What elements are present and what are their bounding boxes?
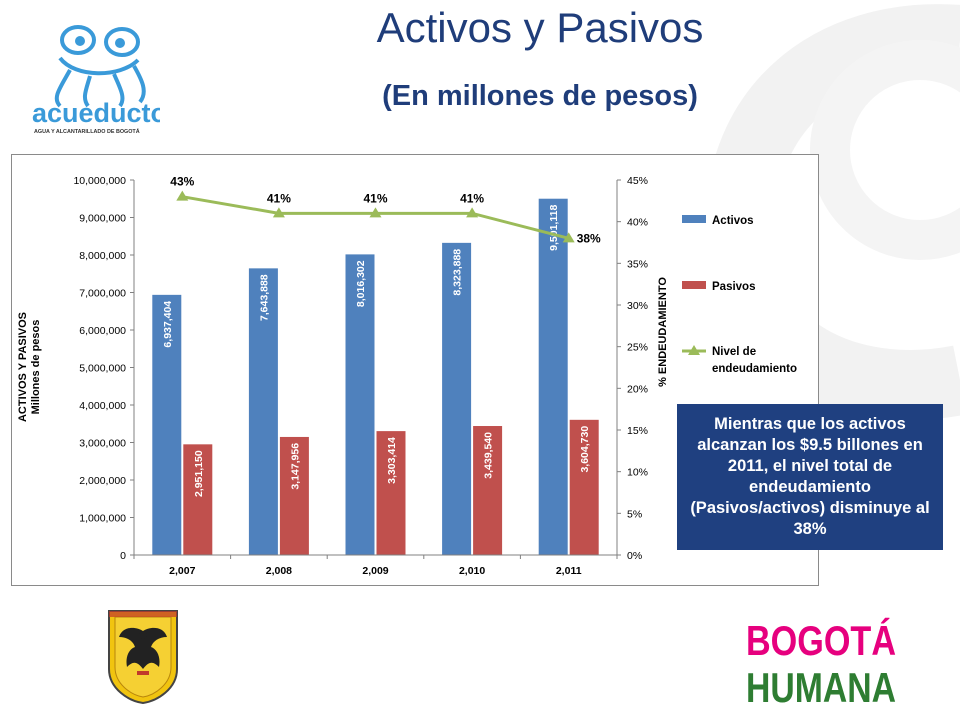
line-marker: [272, 207, 285, 218]
bar-activos: [152, 294, 182, 555]
y-tick-label: 0: [120, 550, 126, 562]
bogota-humana-logo: BOGOTÁ HUMANA: [742, 610, 904, 708]
page-title: Activos y Pasivos: [376, 4, 704, 51]
bar-pasivos: [473, 426, 503, 555]
legend-label-nivel-line2: endeudamiento: [712, 363, 797, 375]
assets-liabilities-chart: 0 1,000,000 2,000,000 3,000,000 4,000,000 5,0…: [17, 175, 797, 577]
bar-label-pasivos: 3,147,956: [289, 443, 301, 490]
bar-label-pasivos: 3,604,730: [579, 426, 591, 473]
bar-activos: [442, 242, 472, 556]
bar-label-activos: 8,323,888: [452, 249, 464, 296]
x-tick-label: 2,007: [169, 565, 195, 577]
legend-label-nivel-line1: Nivel de: [712, 346, 756, 358]
bar-label-pasivos: 3,303,414: [386, 437, 398, 484]
y-tick-label: 8,000,000: [79, 250, 126, 262]
y2-tick-label: 5%: [627, 508, 642, 520]
y2-axis-label: % ENDEUDAMIENTO: [657, 277, 669, 387]
y-tick-label: 4,000,000: [79, 400, 126, 412]
y2-tick-label: 30%: [627, 300, 648, 312]
y2-tick-label: 15%: [627, 425, 648, 437]
y2-tick-label: 45%: [627, 175, 648, 187]
x-axis: 2,007 2,008 2,009 2,010 2,011: [133, 554, 618, 577]
y-tick-label: 2,000,000: [79, 475, 126, 487]
y-tick-label: 3,000,000: [79, 438, 126, 450]
line-data-label: 41%: [363, 191, 387, 205]
y-tick-label: 5,000,000: [79, 363, 126, 375]
y-axis-left: 0 1,000,000 2,000,000 3,000,000 4,000,000 5,0…: [73, 175, 135, 562]
bar-activos: [538, 198, 568, 555]
callout-text: Mientras que los activos alcanzan los $9…: [690, 415, 930, 538]
humana-wordmark: HUMANA: [746, 664, 896, 708]
x-tick-label: 2,009: [362, 565, 388, 577]
line-marker: [176, 190, 189, 201]
line-group: 43% 41% 41% 41% 38%: [170, 175, 601, 246]
bar-label-pasivos: 3,439,540: [483, 432, 495, 479]
line-marker: [369, 207, 382, 218]
legend: Activos Pasivos Nivel de endeudamiento: [682, 215, 797, 375]
y2-tick-label: 25%: [627, 342, 648, 354]
legend-marker-nivel: [688, 345, 700, 355]
legend-swatch-pasivos: [682, 281, 706, 289]
line-data-label: 43%: [170, 175, 194, 189]
bars-group: 6,937,404 2,951,150 7,643,888 3,147,956 8,01…: [152, 198, 599, 556]
legend-swatch-activos: [682, 215, 706, 223]
page-subtitle: (En millones de pesos): [382, 80, 698, 112]
acueducto-wordmark: acueducto: [32, 98, 160, 128]
y-tick-label: 6,000,000: [79, 325, 126, 337]
bar-label-activos: 7,643,888: [258, 274, 270, 321]
bar-label-activos: 6,937,404: [162, 301, 174, 348]
y-tick-label: 10,000,000: [73, 175, 126, 187]
bar-activos: [248, 268, 278, 555]
bar-pasivos: [279, 436, 309, 555]
chart-frame: 0 1,000,000 2,000,000 3,000,000 4,000,000 5,0…: [11, 154, 819, 586]
bar-activos: [345, 254, 375, 555]
x-tick-label: 2,011: [556, 565, 582, 577]
y-axis-right: 0% 5% 10% 15% 20% 25% 30% 35% 40% 45%: [616, 175, 648, 562]
x-tick-label: 2,010: [459, 565, 485, 577]
x-tick-label: 2,008: [266, 565, 292, 577]
line-marker: [562, 232, 575, 243]
y2-tick-label: 0%: [627, 550, 642, 562]
y2-tick-label: 10%: [627, 467, 648, 479]
bogota-wordmark: BOGOTÁ: [746, 617, 896, 664]
line-data-label: 41%: [460, 191, 484, 205]
bar-pasivos: [183, 444, 213, 555]
y2-tick-label: 40%: [627, 217, 648, 229]
legend-label-pasivos: Pasivos: [712, 281, 755, 293]
y-axis-label-line1: ACTIVOS Y PASIVOS: [17, 312, 29, 422]
line-data-label: 38%: [577, 231, 601, 245]
bar-label-activos: 9,501,118: [548, 205, 560, 251]
bar-pasivos: [569, 419, 599, 555]
y-tick-label: 7,000,000: [79, 288, 126, 300]
bar-label-activos: 8,016,302: [355, 260, 367, 307]
line-marker: [466, 207, 479, 218]
legend-label-nivel: Nivel de endeudamiento: [712, 346, 797, 375]
acueducto-tagline: AGUA Y ALCANTARILLADO DE BOGOTÁ: [34, 128, 140, 135]
line-data-label: 41%: [267, 191, 291, 205]
y-tick-label: 1,000,000: [79, 513, 126, 525]
bogota-shield-logo: [108, 610, 178, 704]
y-tick-label: 9,000,000: [79, 213, 126, 225]
acueducto-logo: acueducto AGUA Y ALCANTARILLADO DE BOGOT…: [32, 25, 160, 135]
y2-tick-label: 20%: [627, 383, 648, 395]
y2-tick-label: 35%: [627, 258, 648, 270]
bar-label-pasivos: 2,951,150: [193, 450, 205, 497]
bar-pasivos: [376, 431, 406, 555]
callout-box: Mientras que los activos alcanzan los $9…: [677, 404, 943, 550]
y-axis-label-line2: Millones de pesos: [30, 320, 42, 415]
legend-label-activos: Activos: [712, 215, 754, 227]
